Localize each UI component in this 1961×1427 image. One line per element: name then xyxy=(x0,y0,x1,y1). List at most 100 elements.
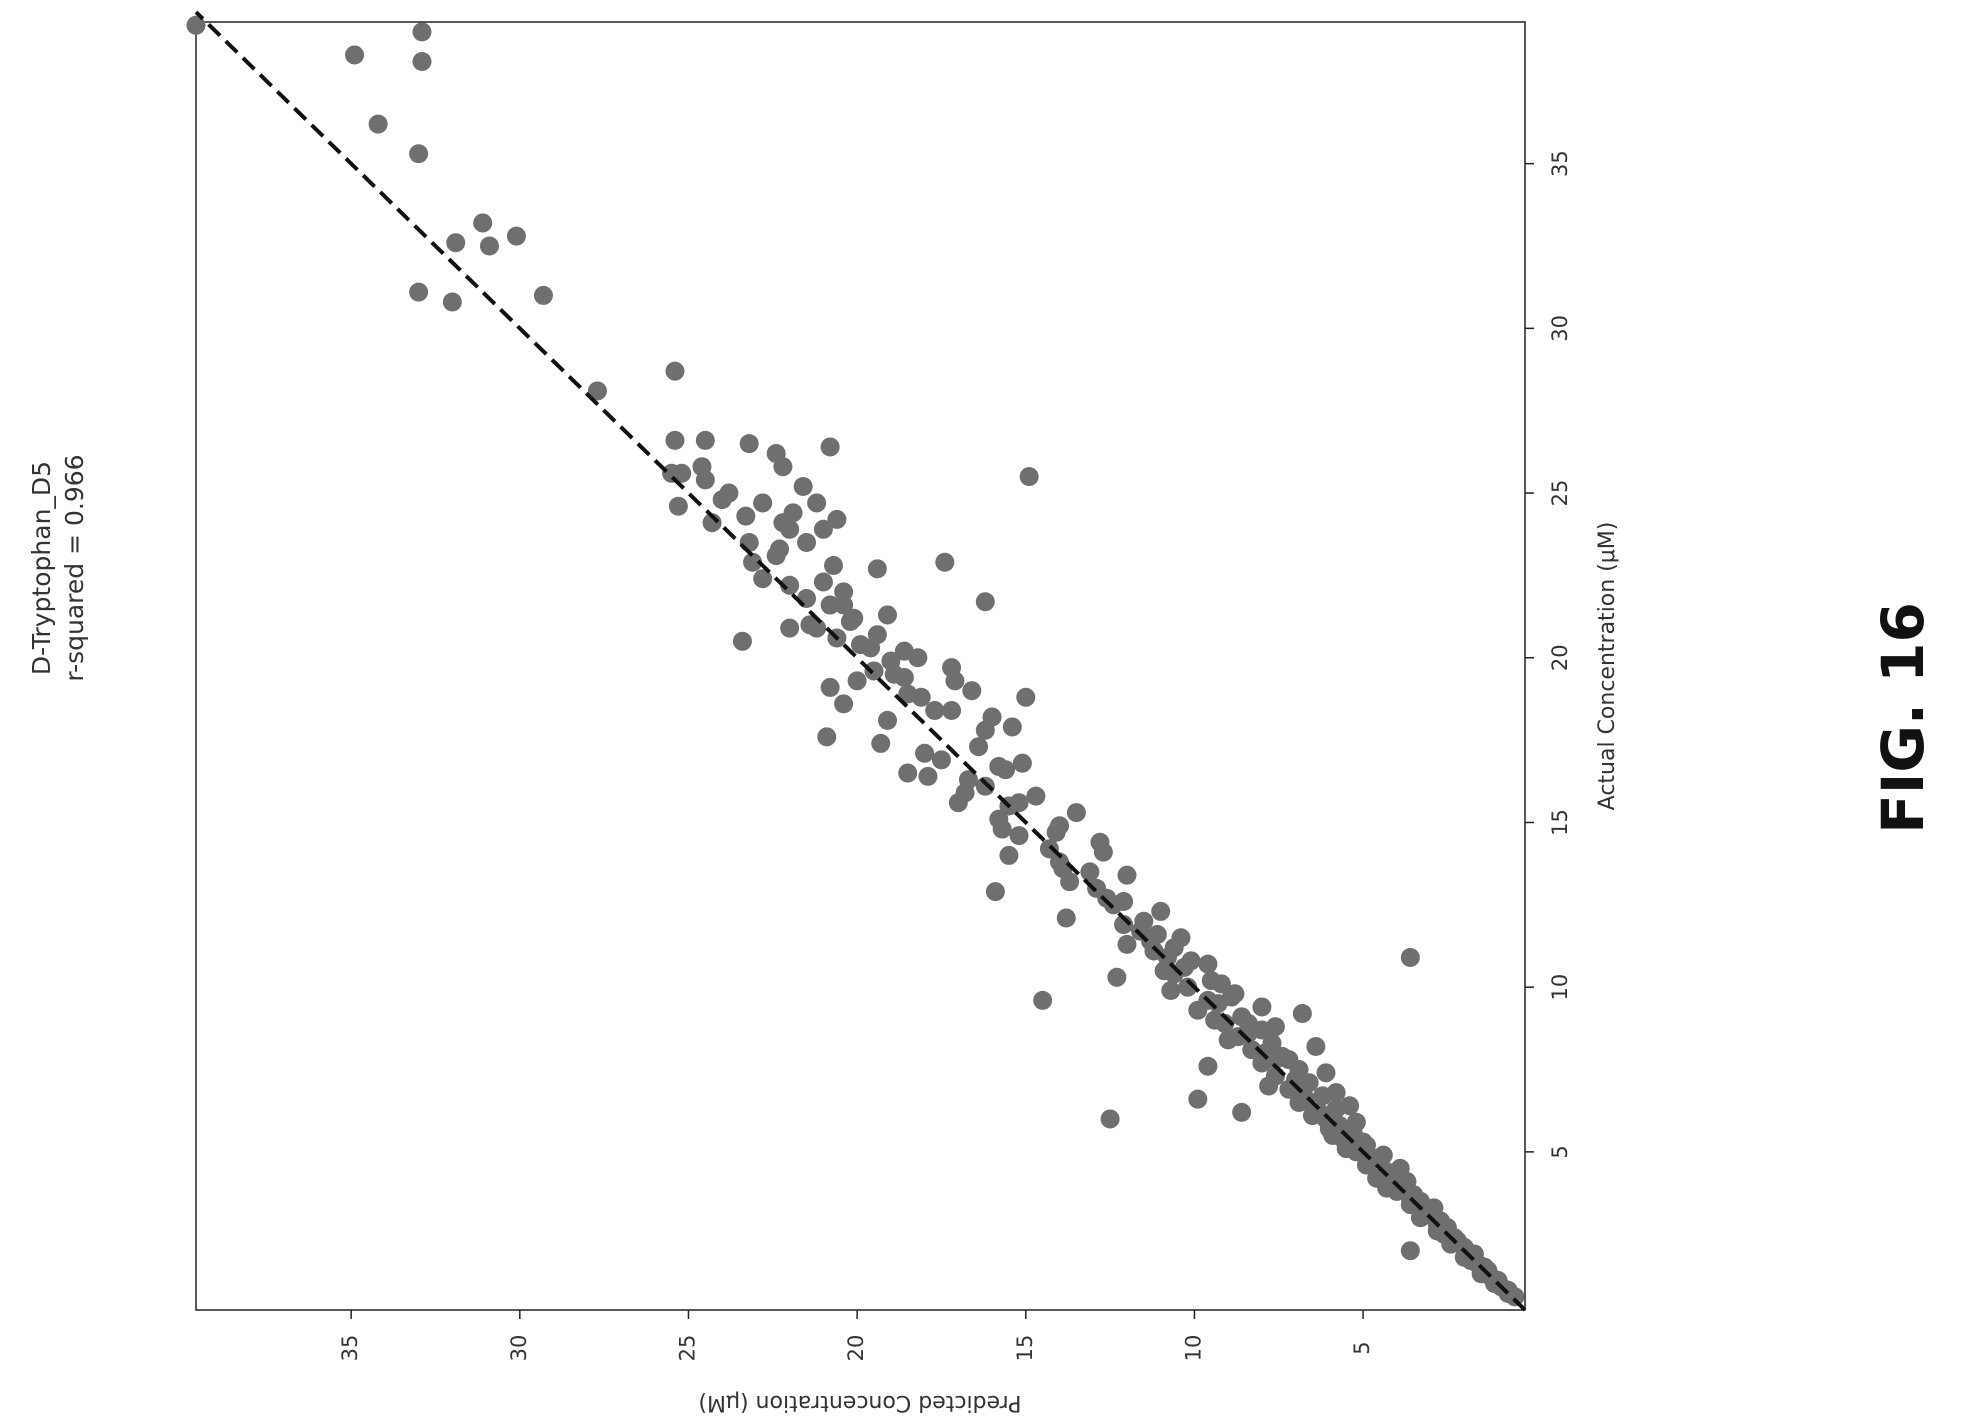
data-point xyxy=(1019,467,1039,487)
data-point xyxy=(1174,957,1194,977)
data-point xyxy=(1400,948,1420,968)
data-point xyxy=(824,556,844,576)
data-point xyxy=(1498,1280,1518,1300)
data-point xyxy=(345,45,365,65)
x-axis-title: Actual Concentration (μM) xyxy=(1595,522,1620,811)
x-tick-label: 10 xyxy=(1548,974,1572,1001)
data-point xyxy=(975,776,995,796)
data-point xyxy=(1289,1060,1309,1080)
data-point xyxy=(780,519,800,539)
data-point xyxy=(736,506,756,526)
y-tick-label: 30 xyxy=(507,1335,531,1362)
data-point xyxy=(1262,1033,1282,1053)
data-point xyxy=(1016,687,1036,707)
data-point xyxy=(985,882,1005,902)
data-point xyxy=(807,493,827,513)
data-point xyxy=(1201,971,1221,991)
data-point xyxy=(533,285,553,305)
chart-title: D-Tryptophan_D5 xyxy=(27,461,56,675)
data-point xyxy=(1306,1036,1326,1056)
data-point xyxy=(1039,839,1059,859)
data-point xyxy=(506,226,526,246)
data-point xyxy=(864,661,884,681)
y-tick-label: 20 xyxy=(844,1335,868,1362)
data-point xyxy=(412,22,432,42)
data-point xyxy=(743,552,763,572)
data-point xyxy=(894,668,914,688)
data-point xyxy=(1232,1102,1252,1122)
data-point xyxy=(1002,717,1022,737)
data-point xyxy=(813,572,833,592)
data-point xyxy=(1107,967,1127,987)
data-point xyxy=(962,681,982,701)
data-point xyxy=(1100,1109,1120,1129)
fit-line-layer xyxy=(194,10,1527,1312)
data-point xyxy=(753,569,773,589)
data-point xyxy=(1316,1063,1336,1083)
data-point xyxy=(999,845,1019,865)
data-point xyxy=(1114,892,1134,912)
data-point xyxy=(1026,786,1046,806)
data-point xyxy=(935,552,955,572)
data-point xyxy=(409,282,429,302)
data-point xyxy=(969,737,989,757)
data-point xyxy=(1066,803,1086,823)
data-point xyxy=(1033,990,1053,1010)
data-point xyxy=(766,546,786,566)
y-tick-label: 15 xyxy=(1013,1335,1037,1362)
data-point xyxy=(1252,997,1272,1017)
data-point xyxy=(1114,915,1134,935)
data-point xyxy=(898,763,918,783)
data-point xyxy=(1117,865,1137,885)
data-point xyxy=(712,490,732,510)
data-point xyxy=(975,720,995,740)
data-point xyxy=(1208,994,1228,1014)
data-point xyxy=(915,743,935,763)
data-point xyxy=(446,233,466,253)
data-point xyxy=(695,470,715,490)
data-point xyxy=(1198,1056,1218,1076)
data-point xyxy=(975,592,995,612)
data-point xyxy=(1410,1208,1430,1228)
data-point xyxy=(918,766,938,786)
data-point xyxy=(702,513,722,533)
y-axis-ticks: 5 10 15 20 25 30 35 xyxy=(338,1310,1374,1361)
data-point xyxy=(797,532,817,552)
chart-title-block: D-Tryptophan_D5 r-squared = 0.966 xyxy=(27,454,89,681)
data-point xyxy=(1134,911,1154,931)
data-point xyxy=(1400,1195,1420,1215)
data-point xyxy=(908,648,928,668)
data-point xyxy=(834,582,854,602)
data-point xyxy=(911,687,931,707)
data-point xyxy=(1400,1241,1420,1261)
data-point xyxy=(807,618,827,638)
data-point xyxy=(665,361,685,381)
data-point xyxy=(877,605,897,625)
data-point xyxy=(948,793,968,813)
data-point xyxy=(820,437,840,457)
data-point xyxy=(1093,842,1113,862)
x-tick-label: 25 xyxy=(1548,480,1572,507)
data-point xyxy=(877,710,897,730)
data-point xyxy=(1228,1027,1248,1047)
data-point xyxy=(780,575,800,595)
data-point xyxy=(1265,1050,1285,1070)
data-point xyxy=(753,493,773,513)
y-axis-title: Predicted Concentration (μM) xyxy=(698,1390,1021,1415)
data-point xyxy=(931,750,951,770)
x-tick-label: 30 xyxy=(1548,315,1572,342)
data-point xyxy=(942,700,962,720)
data-point xyxy=(1367,1168,1387,1188)
data-point xyxy=(780,618,800,638)
data-point xyxy=(813,519,833,539)
data-point xyxy=(834,694,854,714)
data-point xyxy=(1161,980,1181,1000)
data-point xyxy=(1009,793,1029,813)
data-point xyxy=(1188,1000,1208,1020)
y-tick-label: 10 xyxy=(1181,1335,1205,1362)
data-point xyxy=(1427,1221,1447,1241)
data-point xyxy=(473,213,493,233)
data-point xyxy=(817,727,837,747)
data-point xyxy=(793,476,813,496)
